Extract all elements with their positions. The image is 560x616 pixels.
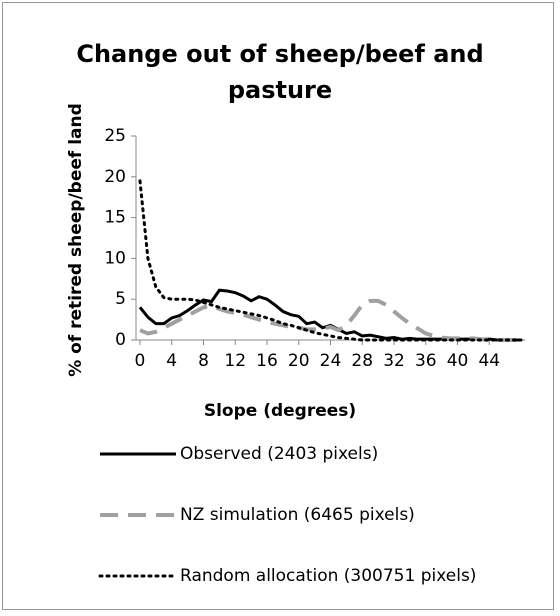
y-axis-label: % of retired sheep/beef land xyxy=(66,103,86,377)
x-tick-label: 36 xyxy=(415,351,437,371)
y-tick-label: 15 xyxy=(104,208,126,228)
x-tick-label: 12 xyxy=(224,351,246,371)
legend-label: Random allocation (300751 pixels) xyxy=(180,566,476,586)
y-tick-label: 25 xyxy=(104,126,126,146)
legend-label: NZ simulation (6465 pixels) xyxy=(180,505,415,525)
x-tick-label: 4 xyxy=(166,351,177,371)
y-tick-label: 20 xyxy=(104,167,126,187)
y-tick-label: 10 xyxy=(104,248,126,268)
x-tick-label: 32 xyxy=(383,351,405,371)
legend-label: Observed (2403 pixels) xyxy=(180,444,378,464)
x-tick-label: 24 xyxy=(320,351,342,371)
x-tick-label: 16 xyxy=(256,351,278,371)
x-tick-label: 28 xyxy=(351,351,373,371)
series-line xyxy=(138,179,523,342)
x-tick-label: 0 xyxy=(135,351,146,371)
series-line xyxy=(138,288,522,342)
chart-title: Change out of sheep/beef and pasture xyxy=(76,40,484,104)
x-tick-label: 20 xyxy=(288,351,310,371)
series-line xyxy=(139,298,522,342)
y-tick-label: 5 xyxy=(115,289,126,309)
x-tick-label: 40 xyxy=(447,351,469,371)
x-tick-label: 8 xyxy=(198,351,209,371)
y-tick-label: 0 xyxy=(115,330,126,350)
x-axis-label: Slope (degrees) xyxy=(204,401,356,421)
x-tick-label: 44 xyxy=(478,351,500,371)
chart-frame xyxy=(2,2,554,610)
